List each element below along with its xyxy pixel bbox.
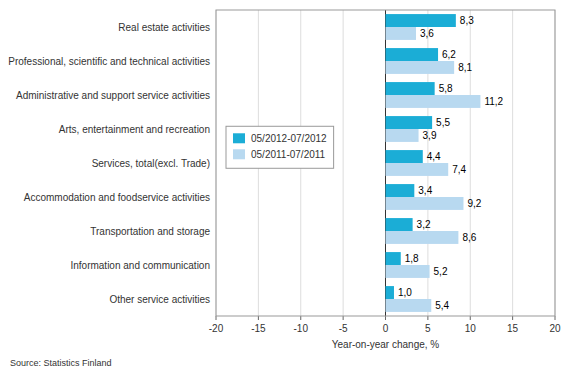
x-tick-label: 20 [549,323,561,334]
data-label: 8,1 [458,62,472,73]
bar [386,82,435,95]
data-label: 3,9 [423,130,437,141]
legend: 05/2012-07/2012 05/2011-07/2011 [233,133,327,160]
tick-mark [470,316,471,320]
data-label: 8,6 [462,232,476,243]
y-axis: Other service activities Information and … [8,22,210,305]
tick-mark [343,316,344,320]
category-label: Services, total(excl. Trade) [92,158,210,169]
source: Source: Statistics Finland [10,358,112,368]
x-tick-label: -15 [251,323,266,334]
category-label: Other service activities [109,294,210,305]
bar [386,163,449,176]
bar [386,286,394,299]
legend-label: 05/2012-07/2012 [251,133,327,144]
bar [386,27,417,40]
data-label: 6,2 [442,49,456,60]
data-label: 5,4 [435,300,449,311]
tick-mark [427,316,428,320]
data-label: 1,8 [405,253,419,264]
category-label: Arts, entertainment and recreation [59,124,210,135]
grid-line [343,10,344,316]
bar [386,197,464,210]
bar [386,116,433,129]
tick-mark [385,316,386,320]
data-label: 9,2 [467,198,481,209]
bar [386,61,455,74]
x-tick-label: 10 [465,323,477,334]
x-tick-label: 0 [383,323,389,334]
x-axis-label: Year-on-year change, % [332,339,440,350]
data-label: 7,4 [452,164,466,175]
x-tick-label: -5 [339,323,348,334]
legend-label: 05/2011-07/2011 [251,149,326,160]
bar [386,265,430,278]
bar [386,14,456,27]
data-label: 3,2 [417,219,431,230]
x-tick-label: -20 [209,323,224,334]
tick-mark [512,316,513,320]
bar [386,299,432,312]
tick-mark [555,316,556,320]
bars [386,14,481,312]
x-tick-label: 15 [507,323,519,334]
data-label: 5,5 [436,117,450,128]
data-label: 5,8 [439,83,453,94]
bar [386,252,401,265]
bar [386,231,459,244]
bar [386,48,439,61]
grid-line [470,10,471,316]
data-label: 5,2 [434,266,448,277]
tick-mark [258,316,259,320]
category-label: Accommodation and foodservice activities [24,192,210,203]
category-label: Transportation and storage [90,226,210,237]
x-tick-label: -10 [294,323,309,334]
category-label: Administrative and support service activ… [16,90,210,101]
category-label: Information and communication [70,260,210,271]
data-label: 3,4 [418,185,432,196]
bar [386,150,423,163]
legend-swatch [233,149,245,159]
data-label: 8,3 [460,15,474,26]
tick-mark [216,316,217,320]
data-label: 4,4 [427,151,441,162]
tick-mark [300,316,301,320]
data-label: 1,0 [398,287,412,298]
category-label: Professional, scientific and technical a… [8,56,210,67]
grid-line [512,10,513,316]
data-label: 11,2 [484,96,503,107]
bar [386,218,413,231]
category-label: Real estate activities [118,22,210,33]
legend-swatch [233,133,245,143]
data-label: 3,6 [420,28,434,39]
data-labels: 1,0 1,8 3,2 3,4 4,4 5,5 5,8 6,2 8,3 5,4 5,2 8,6 9,2 7… [398,15,504,311]
grid: -20 -15 -10 -5 0 5 10 15 20 [209,10,561,334]
bar [386,129,419,142]
legend-box [226,126,334,168]
x-tick-label: 5 [425,323,431,334]
bar [386,95,481,108]
bar [386,184,415,197]
plot-frame [216,10,555,316]
